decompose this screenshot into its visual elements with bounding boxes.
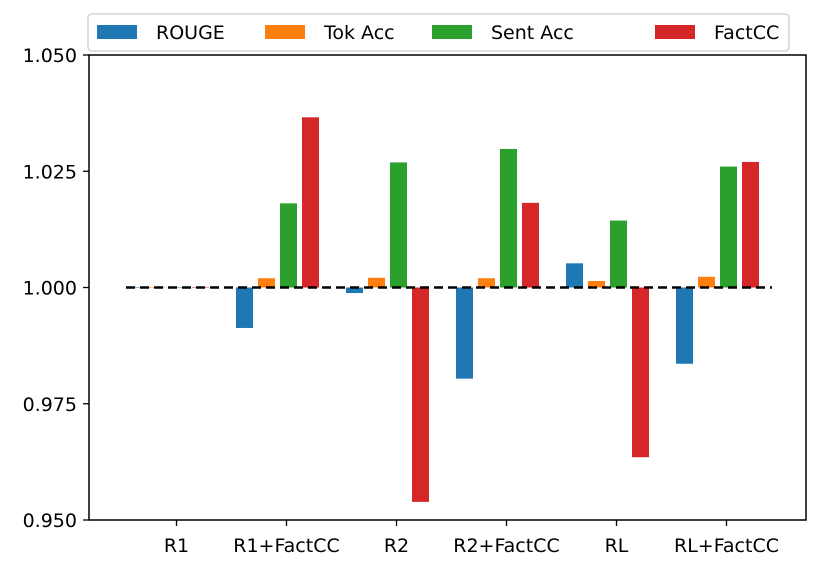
legend-label: Tok Acc <box>323 22 395 44</box>
y-tick-label: 0.950 <box>23 510 77 532</box>
y-tick-label: 1.000 <box>23 278 77 300</box>
bar <box>456 287 473 379</box>
legend-swatch <box>432 25 472 39</box>
legend-swatch <box>655 25 695 39</box>
legend-label: ROUGE <box>156 22 225 44</box>
x-axis: R1 R1+FactCC R2 R2+FactCC RL RL+FactCC <box>164 520 779 557</box>
bar <box>346 287 363 294</box>
bar <box>698 276 715 288</box>
bar <box>412 287 429 502</box>
bar <box>390 162 407 288</box>
bars-layer <box>126 117 759 502</box>
bar <box>632 287 649 458</box>
bar <box>302 117 319 288</box>
bar <box>742 161 759 288</box>
x-tick-label: RL+FactCC <box>674 535 779 557</box>
x-tick-label: R1+FactCC <box>233 535 339 557</box>
x-tick-label: R2+FactCC <box>453 535 559 557</box>
bar <box>368 277 385 288</box>
bar <box>170 287 187 288</box>
legend-label: Sent Acc <box>491 22 574 44</box>
bar <box>478 278 495 288</box>
y-axis: 0.950 0.975 1.000 1.025 1.050 <box>23 45 89 532</box>
bar <box>522 202 539 288</box>
y-tick-label: 0.975 <box>23 394 77 416</box>
y-tick-label: 1.025 <box>23 161 77 183</box>
bar <box>588 280 605 288</box>
legend-swatch <box>265 25 305 39</box>
x-tick-label: R2 <box>384 535 409 557</box>
x-tick-label: R1 <box>164 535 189 557</box>
bar <box>566 263 583 288</box>
bar <box>610 220 627 288</box>
bar <box>676 287 693 364</box>
legend-swatch <box>97 25 137 39</box>
y-tick-label: 1.050 <box>23 45 77 67</box>
bar <box>258 278 275 288</box>
bar <box>280 203 297 288</box>
legend-label: FactCC <box>714 22 779 44</box>
x-tick-label: RL <box>605 535 629 557</box>
bar <box>236 287 253 328</box>
legend: ROUGE Tok Acc Sent Acc FactCC <box>87 13 790 52</box>
bar <box>720 166 737 288</box>
bar <box>500 148 517 288</box>
